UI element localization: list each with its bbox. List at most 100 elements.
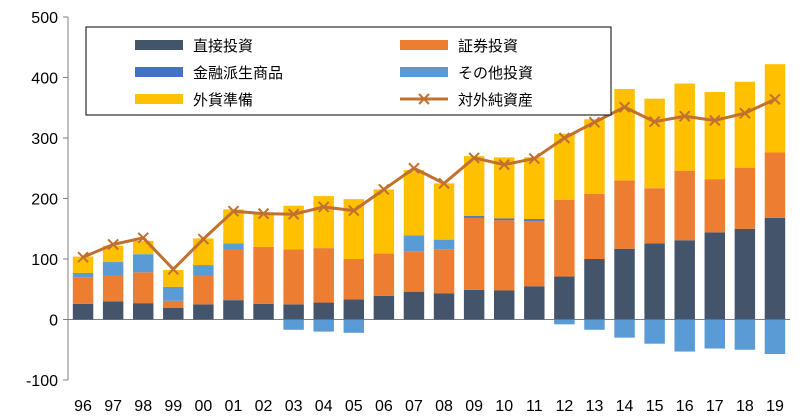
line-point: [167, 263, 179, 275]
line-point: [408, 162, 420, 174]
x-tick-label: 14: [616, 398, 634, 415]
bar: [313, 248, 334, 303]
legend-swatch: [400, 93, 448, 105]
line-series: [77, 93, 781, 275]
line-point: [318, 201, 330, 213]
bar: [163, 300, 184, 309]
bar: [764, 217, 786, 320]
bar: [223, 209, 244, 244]
bar: [72, 272, 94, 278]
bar: [554, 319, 575, 325]
legend-swatch: [135, 67, 183, 77]
bar: [524, 286, 545, 320]
bar-series: [72, 64, 786, 354]
bar: [704, 92, 726, 180]
legend-label: 金融派生商品: [193, 64, 283, 82]
legend-label: 直接投資: [193, 37, 253, 55]
bar: [72, 303, 94, 320]
bar: [493, 220, 515, 291]
bar: [614, 248, 635, 320]
x-tick-label: 12: [555, 398, 573, 415]
bar: [524, 157, 545, 220]
bar: [193, 275, 214, 305]
y-axis: -100 0 100 200 300 400 500: [26, 10, 69, 390]
x-tick-label: 11: [526, 398, 543, 415]
x-tick-label: 99: [164, 398, 182, 415]
bar: [674, 319, 695, 352]
bar: [764, 319, 786, 354]
bar: [163, 269, 184, 287]
bar: [704, 179, 726, 233]
line-point: [438, 177, 450, 190]
bar: [373, 189, 395, 254]
line-point: [287, 208, 300, 220]
bar: [584, 319, 605, 330]
bar: [734, 228, 756, 320]
line-point: [709, 114, 721, 127]
bar: [343, 199, 365, 259]
bar: [524, 220, 545, 287]
bar: [463, 156, 485, 217]
bar: [433, 249, 455, 294]
bar: [734, 81, 756, 168]
line-point: [588, 116, 601, 128]
x-axis: 96 97 98 99 00 01 02 03 04 05 06 07 08 09 10 11 12 13 14 15…: [68, 319, 790, 415]
line-point: [769, 93, 781, 105]
x-tick-label: 00: [194, 398, 212, 415]
line-point: [77, 251, 89, 263]
bar: [283, 205, 304, 250]
bar: [373, 253, 395, 296]
bar: [554, 199, 575, 277]
bar: [132, 240, 154, 255]
bar: [102, 301, 124, 320]
y-tick-label: 300: [31, 131, 58, 148]
y-tick-label: 200: [31, 192, 58, 209]
line-point: [257, 207, 270, 220]
bar: [403, 291, 425, 320]
line-point: [498, 158, 510, 171]
line-point: [528, 152, 540, 165]
bar: [403, 251, 425, 292]
line-point: [679, 110, 691, 122]
bar: [132, 272, 154, 304]
line-point: [227, 205, 240, 217]
line-point: [558, 132, 571, 144]
x-tick-label: 16: [676, 398, 694, 415]
bar: [403, 235, 425, 252]
bar: [72, 256, 94, 273]
bar: [463, 217, 485, 290]
bar: [463, 289, 485, 320]
x-tick-label: 17: [706, 398, 724, 415]
bar: [283, 249, 304, 305]
bar: [72, 277, 94, 304]
line-path: [82, 97, 776, 271]
line-point: [648, 115, 661, 128]
y-tick-label: 100: [31, 252, 58, 269]
y-tick-label: 0: [49, 313, 58, 330]
legend-label: その他投資: [458, 64, 533, 82]
bar: [764, 64, 786, 153]
bar: [433, 183, 455, 240]
bar: [704, 319, 726, 349]
bar: [283, 304, 304, 320]
bar: [403, 170, 425, 236]
bar: [554, 276, 575, 320]
bar: [644, 243, 665, 320]
bar: [132, 303, 154, 320]
bar: [614, 88, 635, 181]
bar: [584, 259, 605, 320]
legend-swatch: [400, 40, 448, 50]
legend-label: 対外純資産: [458, 91, 533, 109]
bar: [644, 188, 665, 244]
x-tick-label: 96: [74, 398, 92, 415]
bar: [674, 83, 695, 171]
x-tick-label: 07: [405, 398, 423, 415]
x-tick-label: 98: [134, 398, 152, 415]
bar: [223, 300, 244, 320]
bar: [493, 157, 515, 219]
bar: [193, 238, 214, 266]
bar: [102, 275, 124, 302]
x-tick-label: 15: [646, 398, 664, 415]
